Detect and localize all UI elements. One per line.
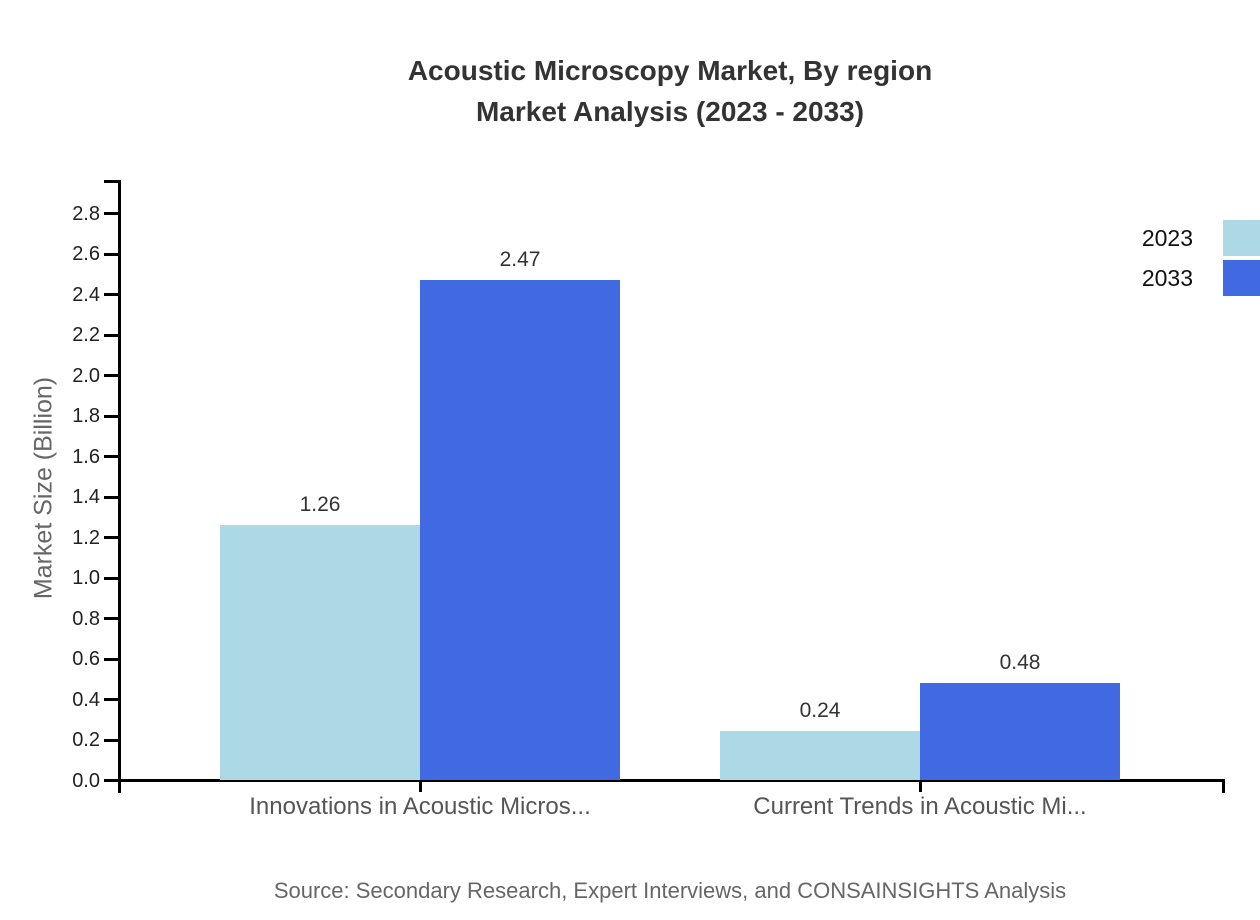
- bar-value-label: 0.48: [999, 650, 1041, 674]
- y-axis-top-cap: [104, 180, 121, 183]
- y-tick-mark: [104, 657, 118, 661]
- source-note: Source: Secondary Research, Expert Inter…: [273, 878, 1067, 903]
- chart-title: Acoustic Microscopy Market, By region Ma…: [118, 50, 1222, 132]
- bar-2023-2: [720, 731, 920, 780]
- y-tick-label: 2.4: [72, 283, 100, 306]
- chart-title-line1: Acoustic Microscopy Market, By region: [407, 55, 933, 86]
- y-tick-mark: [104, 779, 118, 782]
- y-tick-label: 1.6: [72, 445, 100, 468]
- category-label: Current Trends in Acoustic Mi...: [753, 793, 1087, 820]
- y-tick-label: 2.8: [72, 202, 100, 225]
- y-tick-mark: [104, 738, 118, 742]
- x-tick-mark: [918, 779, 922, 792]
- y-tick-mark: [104, 333, 118, 337]
- legend-item-2023: 2023: [1142, 220, 1260, 256]
- legend-label: 2023: [1141, 224, 1193, 251]
- y-tick-mark: [104, 698, 118, 701]
- y-tick-label: 2.2: [72, 324, 100, 346]
- y-tick-label: 0.4: [72, 688, 100, 711]
- x-tick-mark: [418, 779, 422, 792]
- chart-title-line2: Market Analysis (2023 - 2033): [475, 96, 865, 127]
- y-tick-label: 2.6: [72, 243, 100, 265]
- bar-value-label: 1.26: [299, 492, 341, 516]
- y-tick-mark: [104, 374, 118, 377]
- y-tick-label: 1.2: [72, 526, 100, 549]
- y-tick-mark: [104, 495, 118, 499]
- bar-value-label: 0.24: [799, 699, 841, 723]
- legend-swatch: [1223, 220, 1260, 256]
- y-tick-label: 0.2: [72, 729, 100, 751]
- y-tick-label: 1.0: [72, 567, 100, 589]
- legend-item-2033: 2033: [1142, 260, 1260, 296]
- bar-2033-1: [420, 279, 620, 780]
- y-tick-mark: [104, 252, 118, 256]
- y-tick-label: 2.0: [72, 364, 100, 387]
- y-tick-label: 0.0: [72, 769, 100, 792]
- bar-value-label: 2.47: [499, 247, 541, 271]
- y-tick-mark: [104, 293, 118, 296]
- y-tick-mark: [104, 212, 118, 215]
- y-tick-mark: [104, 576, 118, 580]
- y-tick-mark: [104, 455, 118, 458]
- legend-label: 2033: [1141, 264, 1193, 291]
- bar-2033-2: [920, 682, 1120, 780]
- x-axis-end-cap: [1222, 779, 1225, 793]
- y-axis-line: [118, 180, 121, 793]
- y-tick-label: 0.8: [72, 607, 100, 630]
- bar-2023-1: [220, 524, 420, 780]
- y-tick-label: 0.6: [72, 648, 100, 670]
- y-tick-mark: [104, 617, 118, 620]
- legend-swatch: [1223, 260, 1260, 296]
- legend: 2023 2033: [1142, 220, 1260, 300]
- category-label: Innovations in Acoustic Micros...: [249, 793, 591, 820]
- y-tick-label: 1.8: [72, 405, 100, 427]
- y-tick-mark: [104, 536, 118, 539]
- y-tick-mark: [104, 414, 118, 418]
- y-tick-label: 1.4: [72, 486, 100, 508]
- x-axis-line: [118, 779, 1225, 782]
